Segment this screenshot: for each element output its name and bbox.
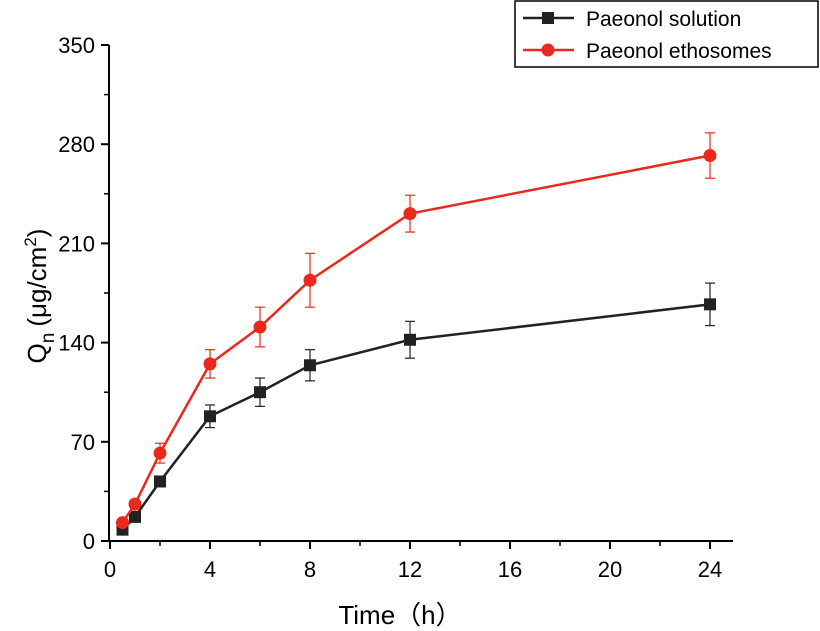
y-axis-title-unit-close: ) [22,229,52,238]
y-tick-label: 70 [71,430,95,455]
x-tick-label: 0 [104,557,116,582]
legend-label-solution: Paeonol solution [586,8,741,31]
tick-labels: 0 70 140 210 280 350 0 4 8 12 16 20 24 [58,33,722,582]
y-tick-label: 0 [83,529,95,554]
data-point [404,333,416,346]
x-axis-title: Time（h） [338,600,461,630]
legend-label-ethosomes: Paeonol ethosomes [586,40,772,63]
legend: Paeonol solution Paeonol ethosomes [514,0,819,68]
series-paeonol-ethosomes [116,132,717,530]
data-point [403,207,417,221]
y-axis-title: Qn (μg/cm2) [21,229,59,364]
x-tick-label: 24 [698,557,722,582]
data-point [304,359,316,372]
x-tick-label: 16 [498,557,522,582]
y-axis-title-subscript: n [38,333,59,344]
y-tick-label: 210 [58,231,95,256]
data-point [128,497,142,511]
legend-box [514,0,819,68]
x-tick-label: 12 [398,557,422,582]
data-point [153,446,167,460]
series-line [121,154,711,524]
y-tick-label: 350 [58,33,95,58]
legend-marker-solution [542,12,554,24]
data-point [703,149,717,163]
data-point [154,475,166,488]
y-axis-title-superscript: 2 [21,237,40,246]
data-point [203,357,217,371]
legend-marker-ethosomes [541,43,555,57]
series-paeonol-solution [116,282,716,536]
series-layer [116,132,717,536]
data-point [116,516,129,530]
y-tick-label: 140 [58,331,95,356]
data-point [303,273,317,287]
data-point [254,386,266,399]
x-tick-label: 8 [304,557,316,582]
data-point [704,298,716,311]
data-point [129,510,141,523]
y-axis-title-main: Q [22,343,52,363]
axis-ticks [101,44,711,549]
x-tick-label: 20 [598,557,622,582]
data-point [204,410,216,423]
y-tick-label: 280 [58,132,95,157]
y-axis-title-unit: (μg/cm [22,247,52,327]
data-point [253,320,267,334]
x-tick-label: 4 [204,557,216,582]
